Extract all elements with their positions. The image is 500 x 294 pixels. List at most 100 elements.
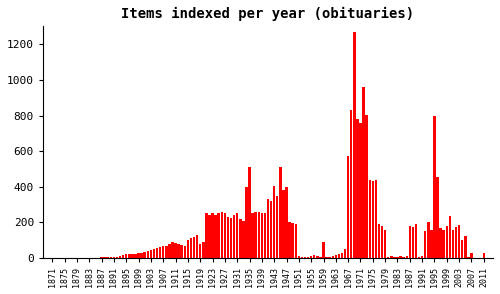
Bar: [424, 231, 426, 258]
Bar: [307, 257, 310, 258]
Bar: [104, 257, 106, 258]
Bar: [144, 252, 146, 258]
Bar: [178, 244, 180, 258]
Bar: [378, 224, 380, 258]
Bar: [134, 253, 136, 258]
Bar: [218, 213, 220, 258]
Bar: [372, 181, 374, 258]
Bar: [442, 230, 445, 258]
Bar: [326, 257, 328, 258]
Bar: [334, 255, 337, 258]
Bar: [112, 257, 115, 258]
Bar: [360, 123, 362, 258]
Bar: [131, 253, 134, 258]
Bar: [427, 222, 430, 258]
Bar: [233, 215, 235, 258]
Bar: [230, 218, 232, 258]
Bar: [298, 256, 300, 258]
Bar: [156, 248, 158, 258]
Bar: [304, 257, 306, 258]
Bar: [396, 257, 398, 258]
Bar: [165, 245, 168, 258]
Bar: [270, 201, 272, 258]
Bar: [356, 119, 358, 258]
Bar: [184, 245, 186, 258]
Bar: [180, 245, 183, 258]
Bar: [455, 227, 458, 258]
Bar: [224, 213, 226, 258]
Bar: [374, 180, 377, 258]
Bar: [319, 257, 322, 258]
Bar: [196, 235, 198, 258]
Bar: [390, 256, 392, 258]
Bar: [448, 216, 451, 258]
Bar: [260, 213, 263, 258]
Bar: [322, 242, 324, 258]
Bar: [186, 240, 189, 258]
Bar: [310, 256, 312, 258]
Bar: [381, 226, 384, 258]
Bar: [430, 230, 432, 258]
Bar: [159, 247, 162, 258]
Bar: [353, 32, 356, 258]
Bar: [106, 257, 109, 258]
Bar: [313, 255, 316, 258]
Bar: [400, 256, 402, 258]
Bar: [300, 257, 303, 258]
Bar: [205, 213, 208, 258]
Bar: [199, 244, 202, 258]
Bar: [116, 257, 118, 258]
Bar: [406, 256, 408, 258]
Bar: [366, 115, 368, 258]
Bar: [258, 212, 260, 258]
Bar: [125, 255, 128, 258]
Bar: [421, 256, 424, 258]
Bar: [332, 256, 334, 258]
Bar: [239, 219, 242, 258]
Bar: [279, 167, 281, 258]
Bar: [418, 257, 420, 258]
Bar: [440, 228, 442, 258]
Bar: [362, 87, 365, 258]
Bar: [470, 253, 472, 258]
Bar: [467, 257, 469, 258]
Title: Items indexed per year (obituaries): Items indexed per year (obituaries): [122, 7, 414, 21]
Bar: [292, 223, 294, 258]
Bar: [384, 230, 386, 258]
Bar: [128, 255, 130, 258]
Bar: [282, 190, 284, 258]
Bar: [347, 156, 350, 258]
Bar: [294, 224, 297, 258]
Bar: [171, 242, 173, 258]
Bar: [368, 180, 371, 258]
Bar: [316, 256, 318, 258]
Bar: [236, 213, 238, 258]
Bar: [208, 215, 210, 258]
Bar: [393, 257, 396, 258]
Bar: [100, 257, 103, 258]
Bar: [436, 177, 439, 258]
Bar: [212, 213, 214, 258]
Bar: [174, 243, 177, 258]
Bar: [446, 226, 448, 258]
Bar: [190, 238, 192, 258]
Bar: [328, 257, 331, 258]
Bar: [482, 253, 485, 258]
Bar: [276, 196, 278, 258]
Bar: [242, 220, 244, 258]
Bar: [245, 187, 248, 258]
Bar: [220, 212, 223, 258]
Bar: [264, 213, 266, 258]
Bar: [458, 225, 460, 258]
Bar: [452, 230, 454, 258]
Bar: [341, 253, 343, 258]
Bar: [286, 187, 288, 258]
Bar: [202, 242, 204, 258]
Bar: [338, 253, 340, 258]
Bar: [168, 244, 170, 258]
Bar: [402, 257, 405, 258]
Bar: [119, 256, 122, 258]
Bar: [214, 215, 217, 258]
Bar: [408, 226, 411, 258]
Bar: [273, 186, 276, 258]
